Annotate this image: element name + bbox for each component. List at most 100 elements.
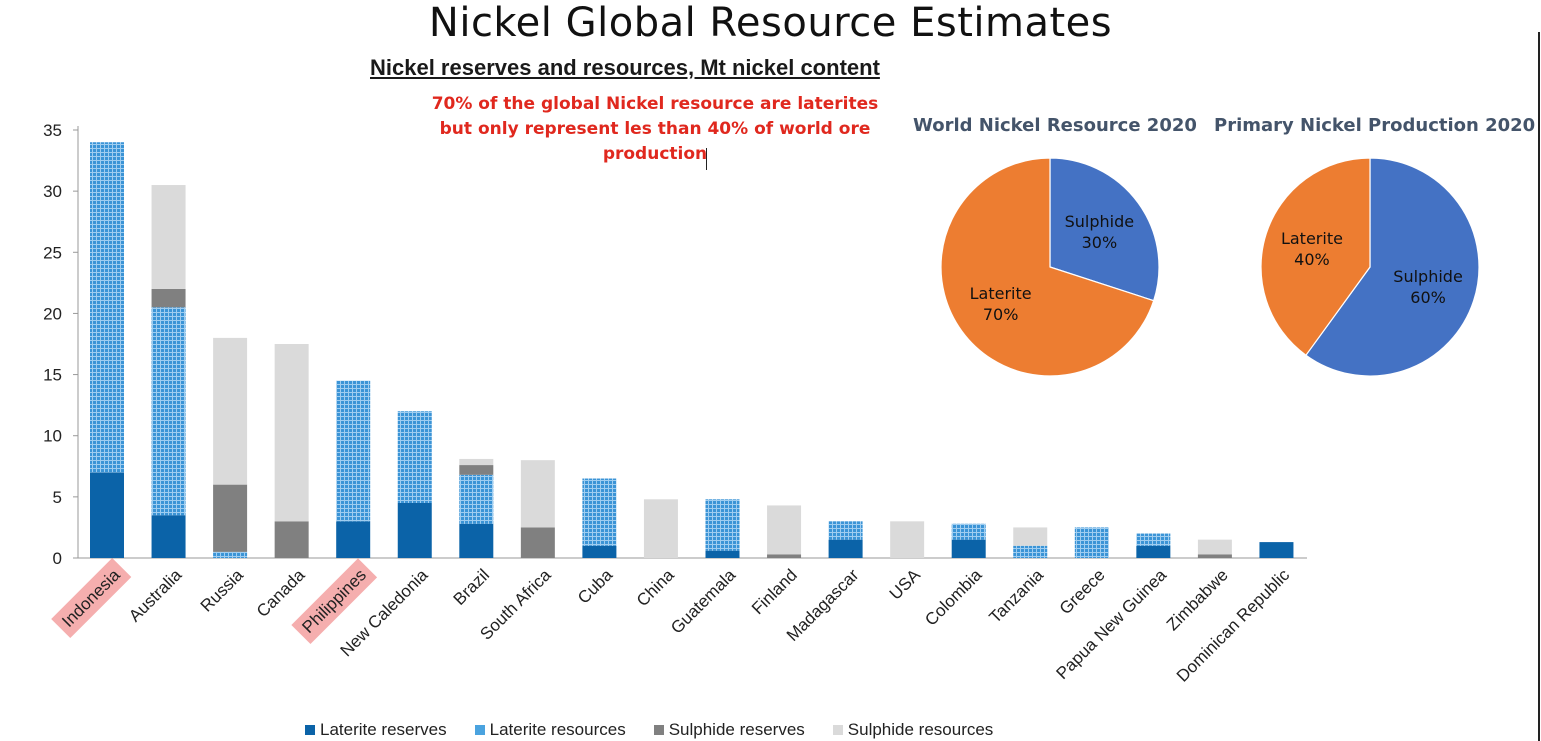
bar-segment xyxy=(1136,545,1171,558)
bar-segment xyxy=(397,411,432,503)
bar-segment xyxy=(705,550,740,558)
y-tick-label: 10 xyxy=(43,427,62,446)
text-cursor xyxy=(706,148,707,170)
bar-segment xyxy=(151,515,186,558)
window-edge xyxy=(1538,32,1540,741)
legend-label: Sulphide reserves xyxy=(668,720,805,739)
x-tick-label: Indonesia xyxy=(58,565,124,631)
y-tick-label: 25 xyxy=(43,243,62,262)
pie-slice-laterite xyxy=(940,157,1155,377)
bar-segment xyxy=(520,460,555,528)
bar-segment xyxy=(1197,554,1232,558)
x-tick-label: Tanzania xyxy=(986,565,1048,627)
x-tick-label: USA xyxy=(886,565,925,604)
pie-slice-sulphide xyxy=(1305,157,1480,377)
bar-segment xyxy=(90,142,124,473)
x-tick-label: Papua New Guinea xyxy=(1052,565,1170,683)
x-tick-label: Dominican Republic xyxy=(1173,565,1294,686)
bar-segment xyxy=(90,472,124,558)
x-tick-label: Russia xyxy=(197,565,248,616)
legend-item: Laterite reserves xyxy=(305,720,447,740)
legend-item: Sulphide reserves xyxy=(653,720,805,740)
pie-title-primary-production: Primary Nickel Production 2020 xyxy=(1214,115,1536,136)
pie-slice-value: 60% xyxy=(1410,288,1446,307)
pie-slice-value: 40% xyxy=(1294,250,1330,269)
bar-segment xyxy=(397,502,432,558)
bar-segment xyxy=(274,521,309,558)
legend-swatch xyxy=(474,725,485,735)
pie-slice-sulphide xyxy=(1049,157,1160,302)
bar-segment xyxy=(1136,533,1171,546)
x-tick-label: China xyxy=(633,565,678,610)
pie-slice-value: 70% xyxy=(983,305,1019,324)
x-tick-label: Brazil xyxy=(450,565,493,608)
y-tick-label: 5 xyxy=(53,488,62,507)
bar-segment xyxy=(951,523,986,540)
bar-segment xyxy=(213,551,248,558)
category-highlight xyxy=(51,557,132,639)
pie-slice-label: Sulphide xyxy=(1065,212,1134,231)
bar-segment xyxy=(151,307,186,516)
legend-swatch xyxy=(305,725,315,735)
bar-segment xyxy=(151,185,186,289)
bar-segment xyxy=(459,474,494,524)
bar-segment xyxy=(582,545,617,558)
pie-slice-label: Sulphide xyxy=(1393,267,1462,286)
x-tick-label: Greece xyxy=(1056,565,1109,618)
bar-segment xyxy=(459,523,494,558)
x-tick-label: Colombia xyxy=(921,565,986,630)
y-tick-label: 30 xyxy=(43,182,62,201)
y-tick-label: 15 xyxy=(43,366,62,385)
bar-segment xyxy=(336,380,371,522)
y-tick-label: 35 xyxy=(43,121,62,140)
pie-chart-primary-production: Sulphide 60% Laterite 40% xyxy=(1260,157,1480,377)
x-tick-label: Guatemala xyxy=(667,565,740,638)
legend-swatch xyxy=(832,725,843,735)
bar-segment xyxy=(1013,527,1048,546)
bar-segment xyxy=(951,539,986,558)
legend-swatch xyxy=(653,725,664,735)
bar-segment xyxy=(1197,539,1232,555)
bar-segment xyxy=(828,521,863,540)
bar-chart-title: Nickel reserves and resources, Mt nickel… xyxy=(370,55,880,80)
x-tick-label: Australia xyxy=(125,565,186,626)
bar-segment xyxy=(274,344,309,522)
bar-segment xyxy=(213,337,248,485)
bar-segment xyxy=(767,505,802,555)
bar-segment xyxy=(828,539,863,558)
bar-segment xyxy=(1013,545,1048,558)
category-highlight xyxy=(291,558,378,645)
annotation-line: but only represent les than 40% of world… xyxy=(439,119,871,139)
bar-segment xyxy=(1074,527,1109,558)
legend-label: Sulphide resources xyxy=(847,720,994,739)
bar-segment xyxy=(643,499,678,558)
pie-slice-laterite xyxy=(1260,157,1371,357)
bar-segment xyxy=(1259,542,1294,558)
legend-item: Sulphide resources xyxy=(832,720,994,740)
y-tick-label: 20 xyxy=(43,304,62,323)
legend-item: Laterite resources xyxy=(474,720,626,740)
annotation-line: production xyxy=(602,144,708,164)
y-tick-label: 0 xyxy=(53,549,62,568)
pie-chart-world-resource: Sulphide 30% Laterite 70% xyxy=(940,157,1160,377)
bar-segment xyxy=(213,484,248,552)
x-tick-label: Finland xyxy=(748,565,801,618)
bar-segment xyxy=(520,527,555,558)
x-tick-label: Cuba xyxy=(574,565,617,608)
x-tick-label: Canada xyxy=(253,565,309,621)
annotation-text: 70% of the global Nickel resource are la… xyxy=(410,92,900,167)
bar-segment xyxy=(705,499,740,551)
bar-segment xyxy=(582,478,617,546)
chart-legend: Laterite reserves Laterite resources Sulph… xyxy=(305,720,1021,740)
bar-segment xyxy=(336,521,371,558)
bar-segment xyxy=(459,458,494,466)
page-title: Nickel Global Resource Estimates xyxy=(428,0,1113,46)
legend-label: Laterite resources xyxy=(489,720,626,739)
bar-segment xyxy=(151,288,186,308)
pie-title-world-resource: World Nickel Resource 2020 xyxy=(913,115,1197,136)
pie-slice-label: Laterite xyxy=(1281,229,1343,248)
pie-slice-label: Laterite xyxy=(970,284,1032,303)
pie-slice-value: 30% xyxy=(1082,233,1118,252)
bar-segment xyxy=(767,554,802,558)
